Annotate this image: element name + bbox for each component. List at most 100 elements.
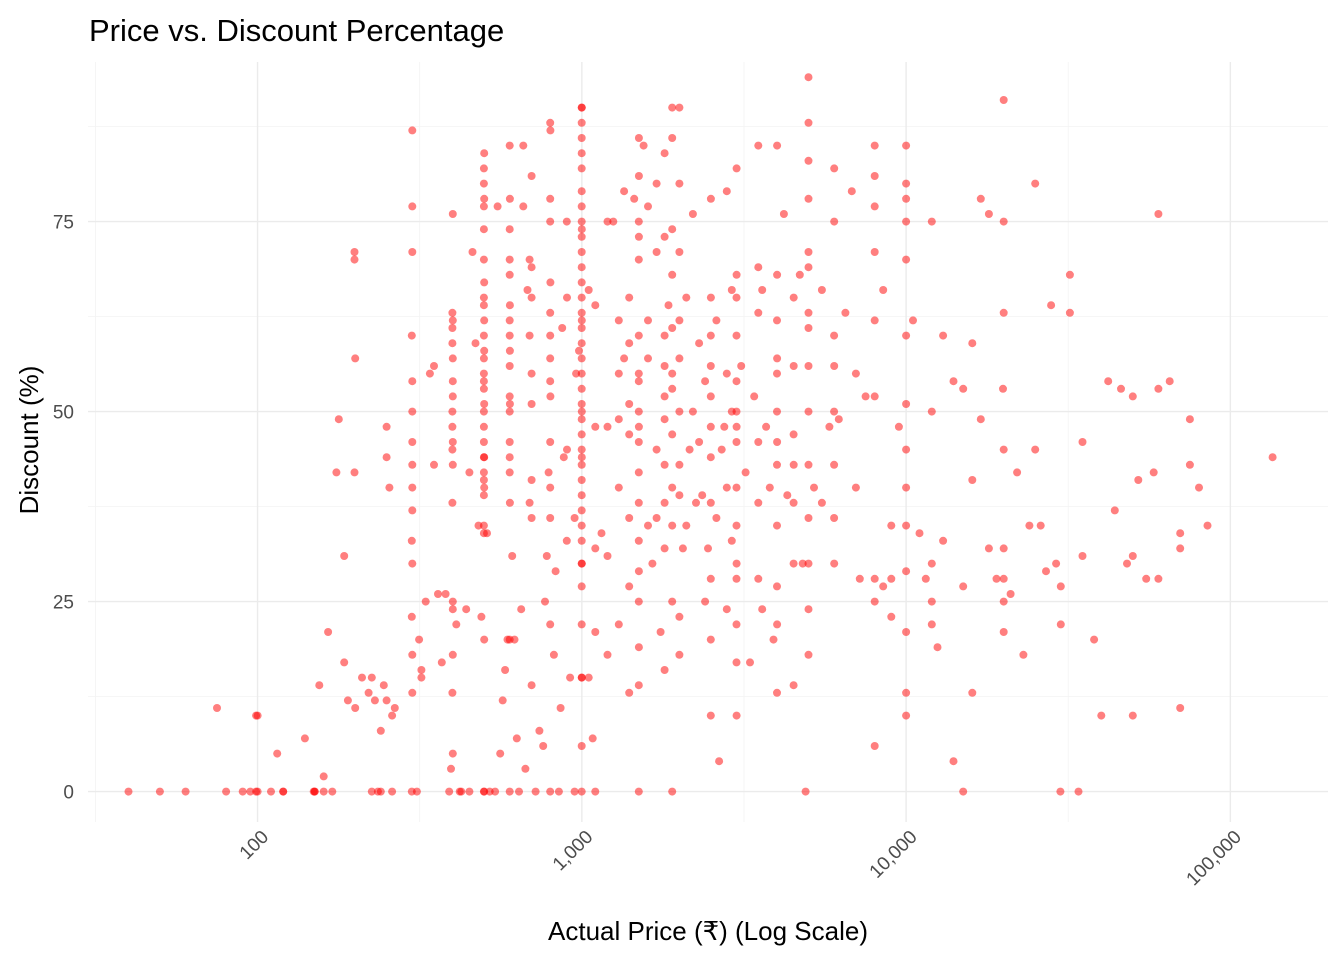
y-tick-label: 25 xyxy=(53,593,74,614)
data-point xyxy=(549,650,558,659)
data-point xyxy=(471,339,480,348)
data-point xyxy=(668,787,677,796)
data-point xyxy=(754,141,763,150)
data-point xyxy=(417,673,426,682)
data-point xyxy=(480,787,489,796)
data-point xyxy=(939,331,948,340)
data-point xyxy=(902,628,911,636)
data-point xyxy=(546,483,555,492)
data-point xyxy=(328,787,337,796)
data-point xyxy=(408,483,417,492)
data-point xyxy=(1123,559,1131,568)
data-point xyxy=(675,612,684,621)
data-point xyxy=(505,438,514,446)
data-point xyxy=(425,369,434,378)
data-point xyxy=(479,202,488,211)
data-point xyxy=(625,582,634,591)
data-point xyxy=(804,194,813,203)
data-point xyxy=(830,407,839,416)
data-point xyxy=(351,704,360,712)
data-point xyxy=(577,308,586,317)
data-point xyxy=(668,270,677,279)
data-point xyxy=(577,506,586,515)
data-point xyxy=(408,559,417,568)
data-point xyxy=(984,544,993,553)
data-point xyxy=(479,476,488,484)
data-point xyxy=(273,749,282,758)
data-point xyxy=(479,384,488,393)
data-point xyxy=(927,559,936,568)
data-point xyxy=(634,134,643,142)
data-point xyxy=(448,597,457,606)
data-point xyxy=(652,179,661,188)
data-point xyxy=(773,438,782,446)
data-point xyxy=(648,559,657,568)
data-point xyxy=(480,453,489,462)
data-point xyxy=(773,688,781,697)
y-tick-label: 50 xyxy=(53,403,74,424)
data-point xyxy=(1006,590,1015,598)
data-point xyxy=(332,468,341,477)
data-point xyxy=(732,377,741,386)
y-axis-title: Discount (%) xyxy=(14,366,44,515)
data-point xyxy=(505,141,514,150)
data-point xyxy=(644,521,652,530)
data-point xyxy=(562,217,571,226)
data-point xyxy=(370,696,379,705)
data-point xyxy=(448,354,457,363)
data-point xyxy=(675,354,684,363)
data-point xyxy=(789,460,798,469)
data-point xyxy=(527,293,536,302)
data-point xyxy=(407,331,416,340)
data-point xyxy=(480,635,489,644)
data-point xyxy=(505,453,514,462)
data-point xyxy=(465,468,474,477)
data-point xyxy=(448,407,457,416)
data-point xyxy=(340,658,349,667)
data-point xyxy=(614,369,623,378)
data-point xyxy=(682,521,691,530)
data-point xyxy=(804,118,813,127)
data-point xyxy=(706,498,715,507)
data-point xyxy=(701,377,710,386)
data-point xyxy=(789,362,798,370)
data-point xyxy=(1165,377,1174,386)
data-point xyxy=(902,255,911,264)
data-point xyxy=(525,331,534,340)
data-point xyxy=(933,643,942,652)
data-point xyxy=(698,491,707,500)
data-point xyxy=(519,202,528,211)
data-point xyxy=(887,574,896,583)
data-point xyxy=(382,422,391,431)
data-point xyxy=(789,681,798,690)
data-point xyxy=(870,574,879,583)
data-point xyxy=(927,407,936,416)
data-point xyxy=(825,422,834,431)
data-point xyxy=(1195,483,1203,492)
data-point xyxy=(732,521,741,530)
data-point xyxy=(505,255,514,264)
data-point xyxy=(706,392,715,401)
data-point xyxy=(1176,704,1185,712)
data-point xyxy=(789,498,798,507)
data-point xyxy=(510,635,519,644)
data-point xyxy=(804,248,813,256)
data-point xyxy=(976,194,985,203)
data-point xyxy=(668,521,677,530)
data-point xyxy=(437,658,446,667)
data-point xyxy=(861,392,870,401)
data-point xyxy=(577,407,586,416)
data-point xyxy=(350,468,359,477)
data-point xyxy=(830,460,839,469)
data-point xyxy=(1154,384,1163,393)
data-point xyxy=(620,354,629,363)
data-point xyxy=(685,445,694,454)
data-point xyxy=(445,787,454,796)
data-point xyxy=(546,308,555,317)
data-point xyxy=(959,384,968,393)
data-point xyxy=(479,255,488,264)
data-point xyxy=(732,331,741,340)
data-point xyxy=(430,460,438,469)
data-point xyxy=(668,103,677,112)
